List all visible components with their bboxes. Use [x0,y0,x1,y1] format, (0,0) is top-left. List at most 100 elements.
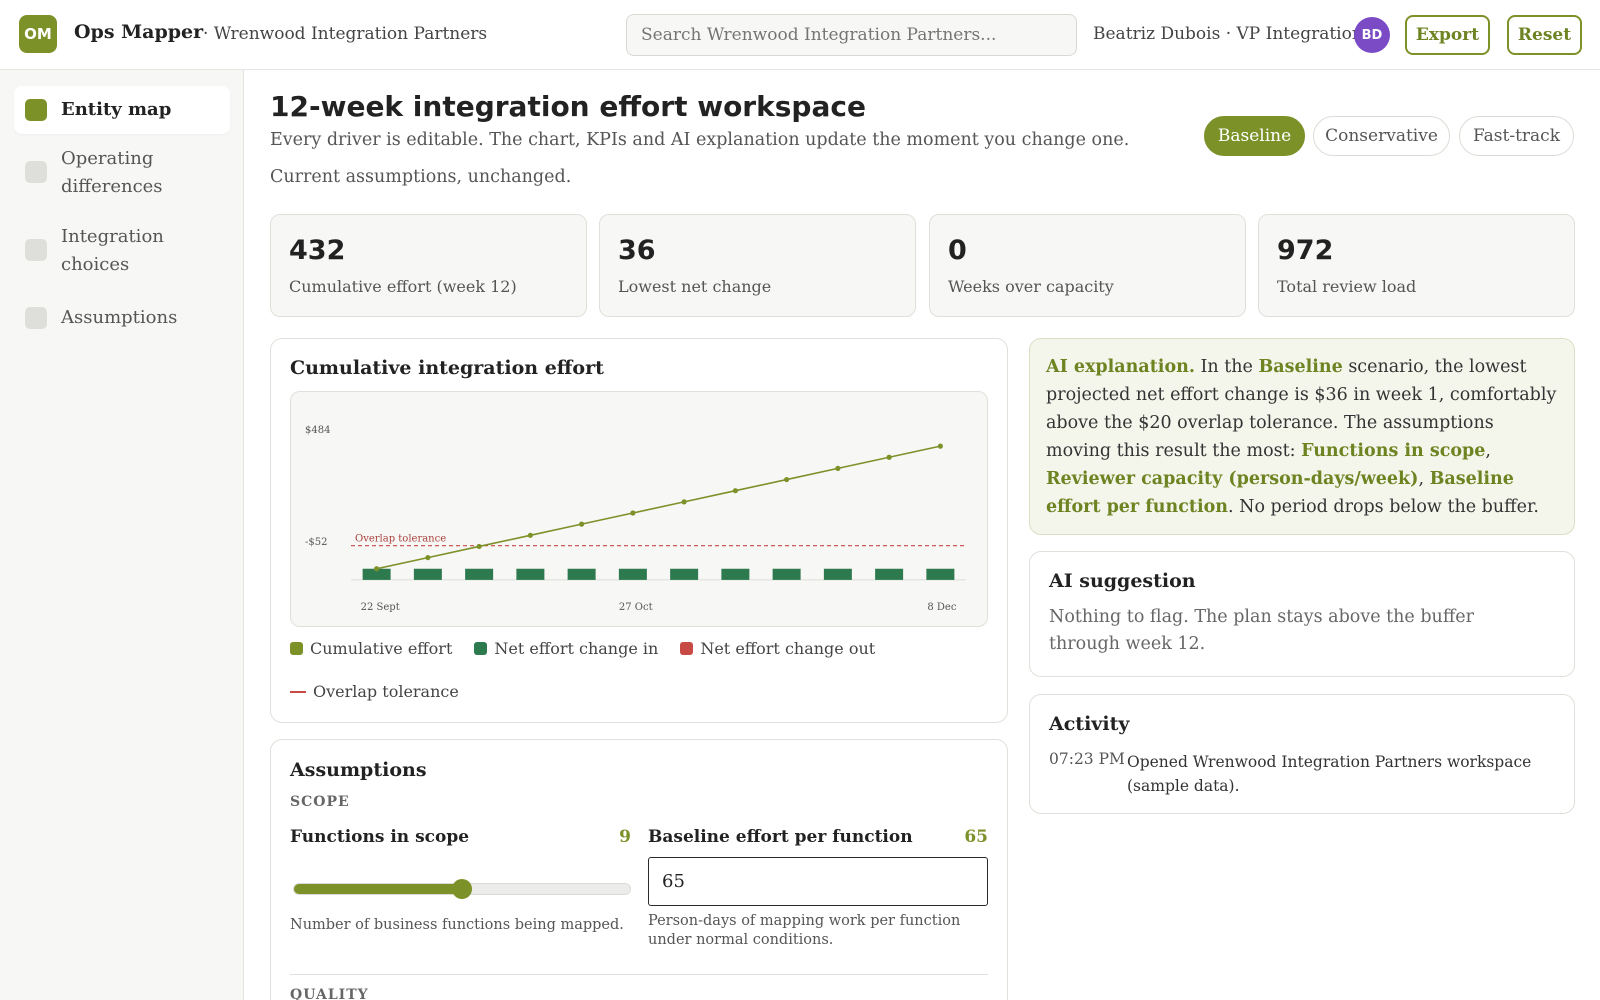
kpi-value: 0 [948,235,967,266]
ai-suggestion-title: AI suggestion [1049,570,1196,592]
cumulative-effort-point [886,454,892,460]
chart-legend: Cumulative effort Net effort change in N… [290,639,897,658]
bar-net-change-in [413,568,442,580]
sidebar-item-label: Assumptions [61,307,178,328]
sidebar-item-integration-choices[interactable]: Integration choices [14,223,230,279]
status-text: Current assumptions, unchanged. [270,167,572,187]
slider-thumb[interactable] [452,879,472,899]
cumulative-effort-point [681,499,687,505]
bar-net-change-in [567,568,596,580]
slider-fill [294,884,462,894]
ai-suggestion-text: Nothing to flag. The plan stays above th… [1049,607,1474,654]
ai-scenario-highlight: Baseline [1258,357,1343,377]
sidebar: Entity map Operating differences Integra… [0,70,244,1000]
cumulative-effort-point [732,488,738,494]
kpi-label: Cumulative effort (week 12) [289,277,517,296]
app-name: Ops Mapper [74,21,204,43]
bar-net-change-in [516,568,545,580]
legend-item-change-in: Net effort change in [474,639,658,658]
legend-swatch [680,642,694,655]
legend-label: Net effort change in [494,639,659,658]
chart-area: $484 -$52 Overlap tolerance 22 Sept 27 Oct 8 … [290,391,988,627]
scenario-conservative-button[interactable]: Conservative [1313,116,1450,156]
section-label-scope: SCOPE [290,794,350,810]
sidebar-item-assumptions[interactable]: Assumptions [14,304,230,332]
activity-text: Opened Wrenwood Integration Partners wor… [1127,753,1532,795]
sidebar-item-entity-map[interactable]: Entity map [14,86,230,134]
x-tick-label: 8 Dec [927,602,956,613]
org-name: · Wrenwood Integration Partners [203,24,488,44]
sidebar-item-operating-differences[interactable]: Operating differences [14,145,230,201]
bar-net-change-in [362,568,391,580]
bar-net-change-in [875,568,904,580]
baseline-effort-label: Baseline effort per function [648,827,913,847]
avatar[interactable]: BD [1354,17,1390,53]
ai-text: . No period drops below the buffer. [1228,497,1539,517]
baseline-effort-value: 65 [964,827,988,847]
bar-net-change-in [670,568,699,580]
kpi-card-weeks-over-capacity: 0 Weeks over capacity [929,214,1246,317]
bar-net-change-in [772,568,801,580]
kpi-label: Total review load [1277,277,1417,296]
app-header: OM Ops Mapper · Wrenwood Integration Par… [0,0,1600,70]
reset-button[interactable]: Reset [1507,15,1582,55]
legend-label: Cumulative effort [310,639,453,658]
bar-net-change-in [618,568,647,580]
functions-in-scope-slider[interactable] [293,879,631,899]
assumptions-card: Assumptions SCOPE Functions in scope 9 N… [270,739,1008,1000]
bar-net-change-in [721,568,750,580]
sidebar-item-label: Integration choices [61,226,164,275]
kpi-card-cumulative-effort: 432 Cumulative effort (week 12) [270,214,587,317]
activity-time: 07:23 PM [1049,750,1125,768]
cumulative-effort-point [374,566,380,572]
baseline-effort-input[interactable] [648,857,988,906]
legend-swatch [290,642,303,655]
activity-title: Activity [1049,713,1130,735]
scenario-fast-track-button[interactable]: Fast-track [1459,116,1574,156]
activity-card: Activity 07:23 PM Opened Wrenwood Integr… [1029,694,1575,814]
chart-card: Cumulative integration effort $484 -$52 Ov… [270,338,1008,723]
legend-item-change-out: Net effort change out [680,639,875,658]
kpi-value: 432 [289,235,346,266]
app-logo: OM [19,15,57,53]
kpi-label: Lowest net change [618,277,772,296]
ai-text: In the [1194,357,1259,377]
export-button[interactable]: Export [1405,15,1490,55]
ai-suggestion-card: AI suggestion Nothing to flag. The plan … [1029,551,1575,677]
cumulative-effort-point [835,465,841,472]
nav-square-icon [25,161,47,183]
ai-driver-highlight: Reviewer capacity (person-days/week) [1046,469,1419,489]
kpi-label: Weeks over capacity [948,277,1114,296]
cumulative-effort-point [527,532,533,538]
section-label-quality: QUALITY [290,987,369,1000]
ai-text: scenario, the lowest projected net effor… [1046,357,1557,461]
legend-swatch [474,642,488,655]
baseline-effort-help: Person-days of mapping work per function… [648,913,961,948]
user-name: Beatriz Dubois · VP Integration [1093,24,1363,44]
y-tick-label: -$52 [305,537,327,548]
legend-line [290,690,306,693]
x-tick-label: 27 Oct [619,602,653,613]
ai-text: , [1485,441,1491,461]
bar-net-change-in [926,568,955,580]
cumulative-effort-line [376,445,941,570]
sidebar-item-label: Operating differences [61,148,163,197]
search-input[interactable] [626,14,1077,56]
functions-in-scope-help: Number of business functions being mappe… [290,917,624,933]
sidebar-item-label: Entity map [61,99,172,120]
scenario-baseline-button[interactable]: Baseline [1204,116,1305,156]
cumulative-effort-point [425,554,431,561]
nav-square-icon [25,99,47,121]
cumulative-effort-point [630,510,636,516]
nav-square-icon [25,239,47,261]
kpi-card-lowest-net-change: 36 Lowest net change [599,214,916,317]
section-divider [290,974,988,975]
bar-net-change-in [465,568,494,580]
x-tick-label: 22 Sept [361,602,400,613]
kpi-value: 36 [618,235,656,266]
ai-driver-highlight: Baseline effort per function [1046,469,1514,517]
legend-item-cumulative: Cumulative effort [290,639,452,658]
effort-chart: $484 -$52 Overlap tolerance 22 Sept 27 Oct 8 … [305,425,966,613]
page-title: 12-week integration effort workspace [270,90,866,123]
cumulative-effort-point [579,521,585,527]
